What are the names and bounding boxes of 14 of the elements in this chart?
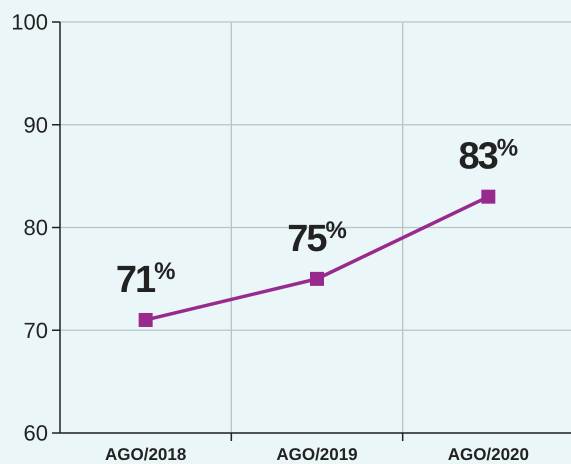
point [138, 312, 153, 327]
y-tick-label: 100 [11, 10, 48, 35]
y-tick-label: 60 [24, 420, 48, 446]
data-label: 71$^{%}$ [116, 257, 176, 301]
y-tick-label: 70 [24, 318, 48, 343]
x-tick-label: AGO/2018 [105, 445, 186, 464]
data-label: 75$^{%}$ [287, 216, 347, 260]
x-tick-label: AGO/2019 [276, 445, 358, 464]
point [481, 190, 496, 204]
y-tick-label: 80 [24, 215, 48, 240]
x-tick-label: AGO/2020 [448, 445, 529, 464]
point [310, 272, 324, 286]
data-label: 83$^{%}$ [458, 134, 518, 178]
y-tick-label: 90 [24, 112, 48, 138]
